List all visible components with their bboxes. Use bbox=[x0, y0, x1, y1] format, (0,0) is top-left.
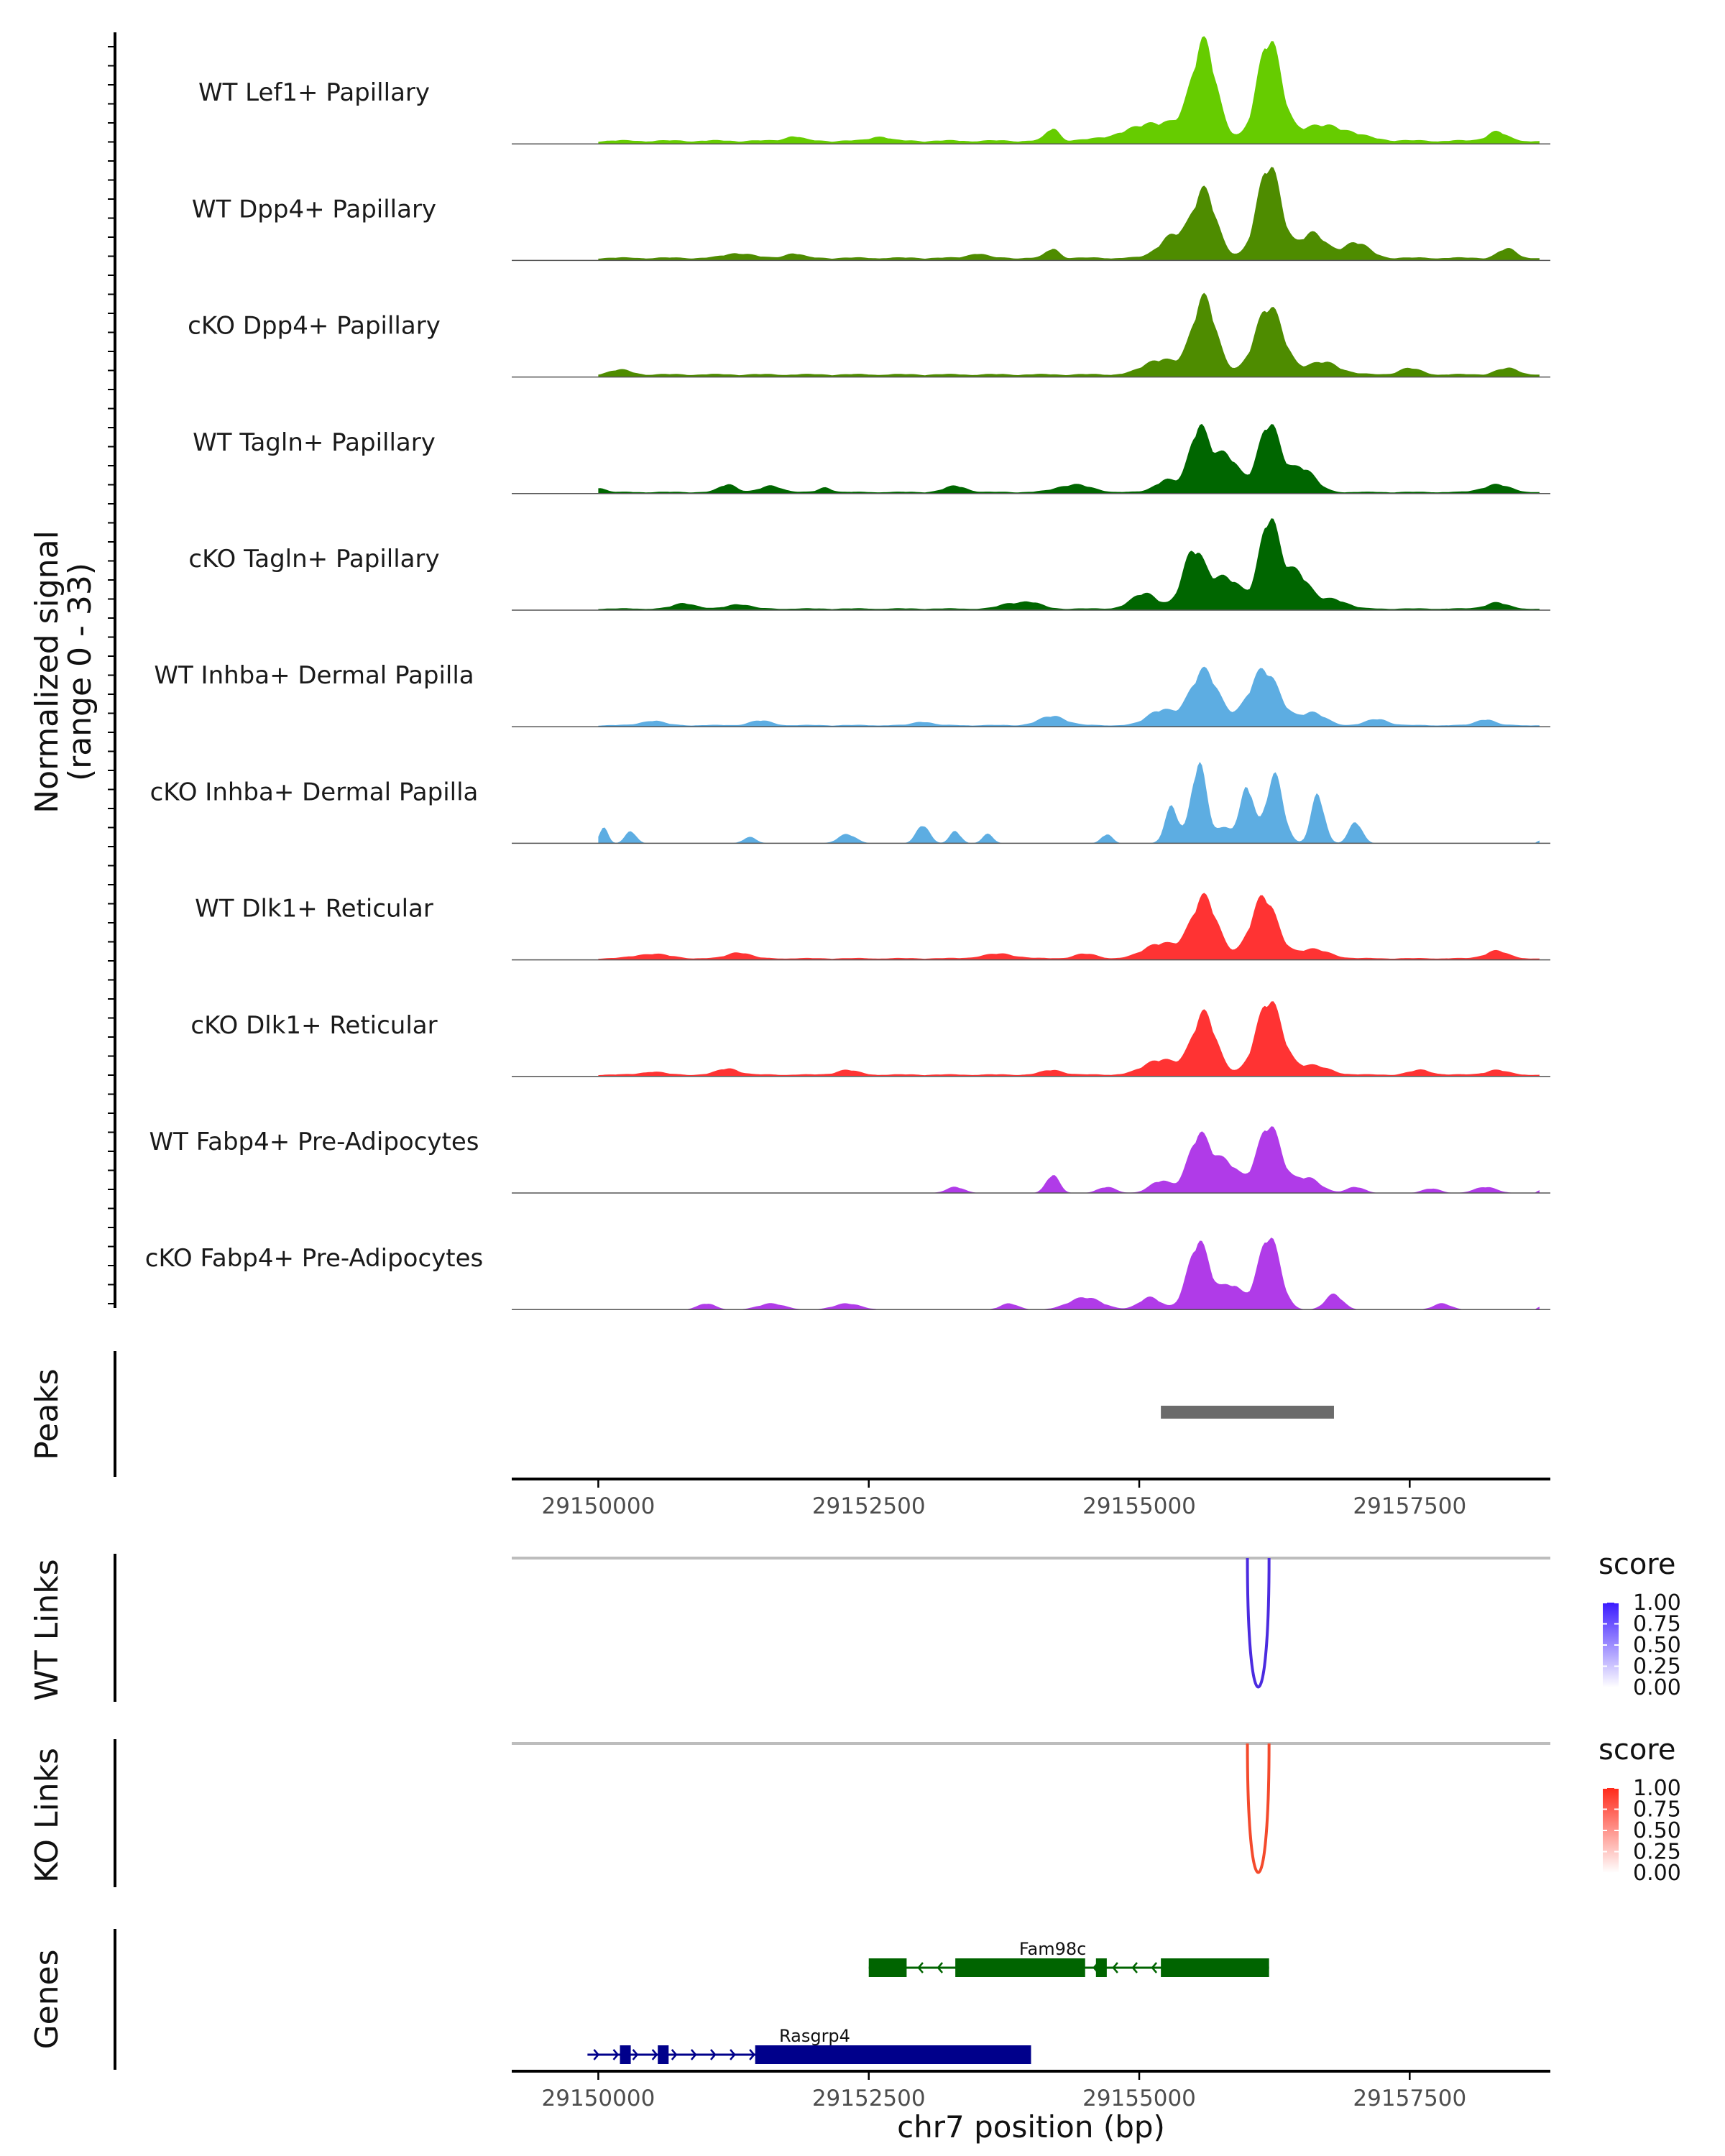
link-arc bbox=[1246, 1743, 1271, 1874]
track-label: cKO Dpp4+ Papillary bbox=[188, 312, 441, 341]
coverage-area bbox=[598, 1001, 1540, 1077]
strand-arrow bbox=[593, 2049, 600, 2060]
coverage-track: WT Dpp4+ Papillary bbox=[192, 167, 1550, 262]
coverage-area bbox=[598, 292, 1540, 377]
peaks-track bbox=[1161, 1406, 1334, 1419]
legend-tick-label: 0.50 bbox=[1633, 1633, 1681, 1658]
strand-arrow bbox=[1151, 1962, 1158, 1973]
strand-arrow bbox=[690, 2049, 697, 2060]
strand-arrow bbox=[749, 2049, 755, 2060]
peaks-x-tick-label: 29150000 bbox=[542, 1493, 656, 1519]
link-track-title: KO Links bbox=[29, 1748, 65, 1883]
track-label: cKO Tagln+ Papillary bbox=[188, 545, 439, 573]
peaks-x-tick-label: 29157500 bbox=[1353, 1493, 1466, 1519]
coverage-track: cKO Tagln+ Papillary bbox=[188, 518, 1550, 611]
peak-region bbox=[1161, 1406, 1334, 1419]
legend-tick-label: 0.50 bbox=[1633, 1818, 1681, 1843]
track-label: WT Inhba+ Dermal Papilla bbox=[154, 661, 474, 690]
link-track bbox=[512, 1557, 1550, 1689]
strand-arrow bbox=[937, 1962, 943, 1973]
coverage-track: WT Dlk1+ Reticular bbox=[195, 893, 1550, 961]
genes-x-tick-label: 29152500 bbox=[812, 2086, 926, 2111]
coverage-track: cKO Dlk1+ Reticular bbox=[190, 1001, 1550, 1077]
legends: score1.000.750.500.250.00score1.000.750.… bbox=[1598, 1548, 1681, 1886]
coverage-area bbox=[598, 36, 1540, 144]
gene-exon bbox=[755, 2045, 1031, 2064]
track-label: WT Lef1+ Papillary bbox=[198, 78, 430, 107]
track-label: cKO Dlk1+ Reticular bbox=[190, 1011, 437, 1040]
coverage-area bbox=[598, 1238, 1540, 1310]
gene-exon bbox=[658, 2045, 669, 2064]
gene: Rasgrp4 bbox=[587, 2026, 1031, 2064]
coverage-area bbox=[598, 893, 1540, 960]
coverage-track: WT Inhba+ Dermal Papilla bbox=[154, 661, 1550, 727]
legend-tick-label: 1.00 bbox=[1633, 1590, 1681, 1616]
coverage-track: cKO Inhba+ Dermal Papilla bbox=[150, 762, 1550, 844]
gene: Fam98c bbox=[868, 1939, 1269, 1977]
link-track bbox=[512, 1742, 1550, 1874]
signal-axis-range: (range 0 - 33) bbox=[62, 563, 98, 781]
track-label: WT Dlk1+ Reticular bbox=[195, 895, 433, 923]
score-legend: score 1.000.750.500.250.00 bbox=[1598, 1548, 1681, 1700]
track-label: cKO Inhba+ Dermal Papilla bbox=[150, 778, 479, 806]
link-arc bbox=[1246, 1557, 1271, 1689]
peaks-x-tick-label: 29155000 bbox=[1082, 1493, 1196, 1519]
strand-arrow bbox=[651, 2049, 658, 2060]
links-tracks bbox=[512, 1557, 1550, 1874]
coverage-area bbox=[598, 762, 1540, 844]
coverage-area bbox=[598, 518, 1540, 610]
gene-exon bbox=[1095, 1958, 1107, 1977]
peaks-x-tick-label: 29152500 bbox=[812, 1493, 926, 1519]
coverage-track: cKO Fabp4+ Pre-Adipocytes bbox=[145, 1238, 1550, 1310]
legend-title: score bbox=[1598, 1733, 1675, 1766]
strand-arrow bbox=[730, 2049, 736, 2060]
gene-exon bbox=[620, 2045, 631, 2064]
coverage-track: WT Tagln+ Papillary bbox=[193, 423, 1550, 494]
signal-axis-title: Normalized signal bbox=[29, 530, 65, 814]
gene-name: Fam98c bbox=[1019, 1939, 1086, 1959]
strand-arrow bbox=[710, 2049, 717, 2060]
legend-tick-label: 0.25 bbox=[1633, 1654, 1681, 1680]
legend-tick-label: 0.25 bbox=[1633, 1840, 1681, 1865]
strand-arrow bbox=[1112, 1962, 1118, 1973]
genes-track-title: Genes bbox=[29, 1949, 65, 2049]
coverage-track: WT Fabp4+ Pre-Adipocytes bbox=[150, 1126, 1550, 1194]
strand-arrow bbox=[612, 2049, 620, 2060]
coverage-track: WT Lef1+ Papillary bbox=[198, 36, 1550, 144]
gene-exon bbox=[955, 1958, 1085, 1977]
genes-track: Fam98c Rasgrp4 bbox=[587, 1939, 1269, 2064]
legend-tick-label: 0.00 bbox=[1633, 1675, 1681, 1700]
track-label: WT Tagln+ Papillary bbox=[193, 428, 436, 457]
genes-x-tick-label: 29155000 bbox=[1082, 2086, 1196, 2111]
track-label: WT Dpp4+ Papillary bbox=[192, 195, 436, 224]
legend-tick-label: 1.00 bbox=[1633, 1776, 1681, 1801]
strand-arrow bbox=[671, 2049, 678, 2060]
coverage-area bbox=[598, 1126, 1540, 1193]
track-label: WT Fabp4+ Pre-Adipocytes bbox=[150, 1128, 479, 1156]
strand-arrow bbox=[917, 1962, 924, 1973]
gene-exon bbox=[868, 1958, 907, 1977]
gene-name: Rasgrp4 bbox=[779, 2026, 850, 2046]
coverage-area bbox=[598, 167, 1540, 261]
coverage-area bbox=[598, 423, 1540, 494]
strand-arrow bbox=[1131, 1962, 1138, 1973]
legend-tick-label: 0.75 bbox=[1633, 1612, 1681, 1637]
coverage-track: cKO Dpp4+ Papillary bbox=[188, 292, 1550, 378]
genes-x-tick-label: 29150000 bbox=[542, 2086, 656, 2111]
x-axis-title: chr7 position (bp) bbox=[897, 2109, 1165, 2145]
peaks-track-title: Peaks bbox=[29, 1368, 65, 1460]
legend-tick-label: 0.75 bbox=[1633, 1797, 1681, 1823]
genes-x-tick-label: 29157500 bbox=[1353, 2086, 1466, 2111]
legend-tick-label: 0.00 bbox=[1633, 1861, 1681, 1886]
strand-arrow bbox=[632, 2049, 639, 2060]
legend-title: score bbox=[1598, 1548, 1675, 1581]
gene-exon bbox=[1161, 1958, 1269, 1977]
link-track-title: WT Links bbox=[29, 1559, 65, 1700]
score-legend: score 1.000.750.500.250.00 bbox=[1598, 1733, 1681, 1886]
axes: Normalized signal(range 0 - 33) Peaks 2915… bbox=[29, 32, 1550, 2145]
coverage-area bbox=[598, 666, 1540, 727]
coverage-tracks: WT Lef1+ Papillary WT Dpp4+ Papillary cKO … bbox=[145, 36, 1550, 1310]
track-label: cKO Fabp4+ Pre-Adipocytes bbox=[145, 1244, 484, 1273]
